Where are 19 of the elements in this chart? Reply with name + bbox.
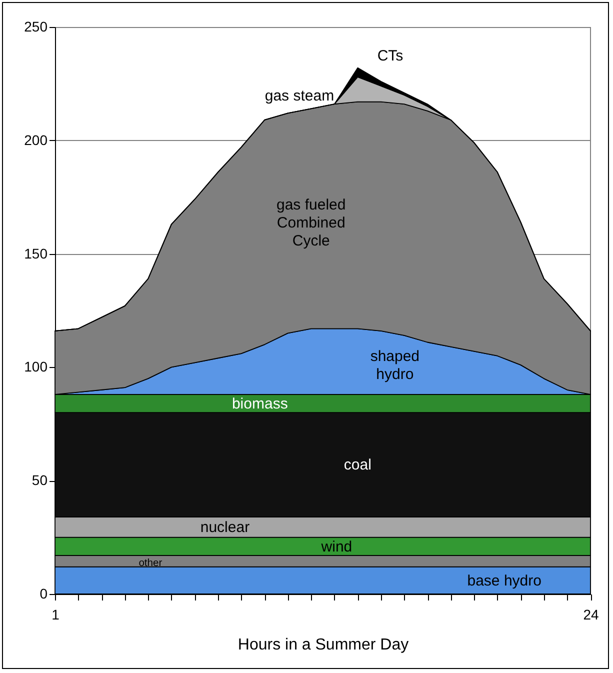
series-label: nuclear [200,519,250,536]
x-tick-label: 1 [52,606,60,622]
series-label: coal [344,456,372,474]
y-tick-label: 100 [24,358,48,375]
y-tick-label: 150 [24,245,48,262]
series-label: biomass [232,395,288,412]
x-axis-title: Hours in a Summer Day [238,636,409,654]
x-tick-label: 24 [583,606,599,622]
y-tick-label: 200 [24,132,48,148]
series-label: wind [320,538,352,556]
series-label: gas steam [264,88,334,105]
series-label: shaped hydro [370,348,420,383]
y-tick-label: 50 [32,472,48,488]
y-tick-label: 250 [24,18,48,34]
series-label: CTs [377,48,404,65]
series-label: base hydro [467,572,542,590]
series-label: gas fueled Combined Cycle [276,196,346,250]
y-tick-label: 0 [40,586,48,602]
series-label: other [138,558,163,570]
